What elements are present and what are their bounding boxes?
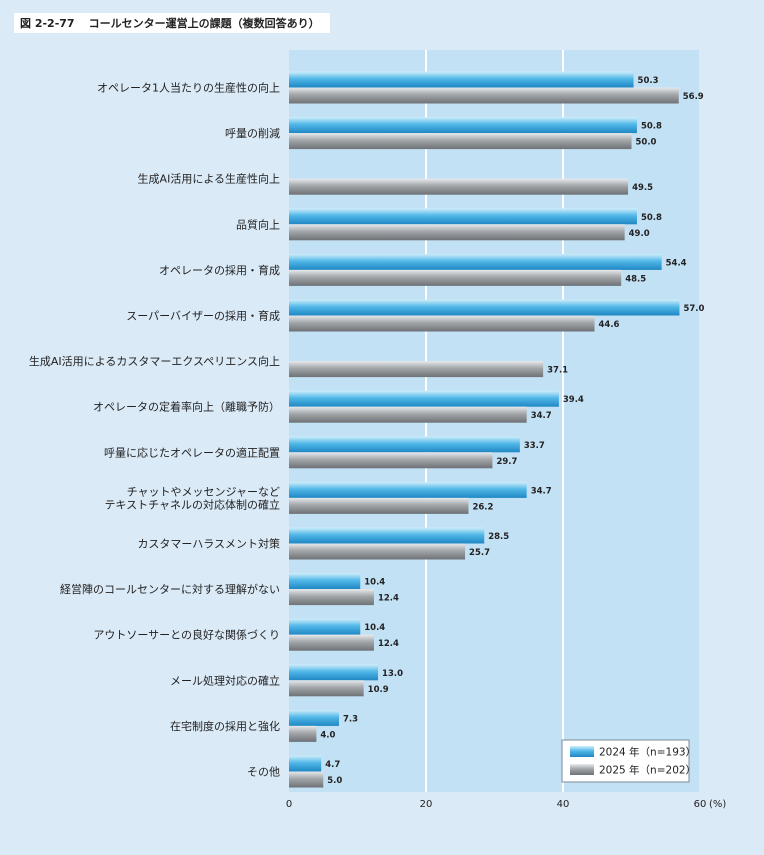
category-label: 呼量の削減 (225, 126, 280, 140)
data-label-2025: 12.4 (378, 594, 399, 604)
bars (289, 71, 680, 788)
bar-2024 (289, 527, 485, 544)
legend-swatch-2024 (570, 746, 594, 757)
bar-2024 (289, 390, 559, 407)
legend-swatch-2025 (570, 764, 594, 775)
data-label-2025: 10.9 (368, 685, 389, 695)
category-label: カスタマーハラスメント対策 (137, 537, 280, 551)
bar-2025 (289, 133, 632, 150)
category-label: その他 (247, 766, 280, 779)
data-label-2025: 5.0 (327, 776, 342, 786)
data-label-2025: 4.0 (320, 730, 335, 740)
category-label: スーパーバイザーの採用・育成 (126, 309, 280, 323)
legend-label: 2025 年（n=202） (599, 764, 696, 777)
category-label: オペレータの採用・育成 (159, 263, 280, 277)
bar-2024 (289, 71, 634, 88)
value-labels: 50.3 56.9 50.8 50.0 49.5 50.8 49.0 54.4 48.5 57.0… (320, 76, 704, 786)
data-label-2024: 54.4 (666, 258, 687, 268)
data-label-2024: 39.4 (563, 395, 584, 405)
data-label-2024: 50.8 (641, 213, 662, 223)
data-label-2024: 7.3 (343, 714, 358, 724)
legend: 2024 年（n=193） 2025 年（n=202） (561, 739, 696, 783)
bar-2024 (289, 481, 527, 498)
bar-2025 (289, 680, 364, 697)
category-labels: オペレータ1人当たりの生産性の向上呼量の削減生成AI活用による生産性向上品質向上… (29, 81, 280, 779)
bar-2025 (289, 87, 679, 104)
category-label: チャットやメッセンジャーなど (127, 485, 280, 498)
bar-2025 (289, 178, 629, 195)
bar-2025 (289, 315, 595, 332)
x-axis-ticks: 0 20 40 60 (%) (286, 799, 727, 810)
data-label-2024: 4.7 (325, 760, 340, 770)
category-label: テキストチャネルの対応体制の確立 (104, 497, 280, 511)
x-tick-label: 60 (694, 799, 707, 810)
category-label: 呼量に応じたオペレータの適正配置 (104, 445, 280, 459)
bar-2024 (289, 208, 637, 225)
figure-title-text: コールセンター運営上の課題（複数回答あり） (88, 17, 320, 30)
data-label-2025: 48.5 (625, 274, 646, 284)
category-label: オペレータの定着率向上（離職予防） (93, 400, 280, 414)
data-label-2024: 50.8 (641, 122, 662, 132)
category-label: 経営陣のコールセンターに対する理解がない (60, 582, 280, 596)
bar-2025 (289, 406, 527, 423)
x-tick-label: 40 (557, 799, 570, 810)
data-label-2024: 50.3 (638, 76, 659, 86)
bar-2024 (289, 709, 339, 726)
data-label-2024: 34.7 (531, 486, 552, 496)
figure-number: 図 2-2-77 (20, 17, 75, 30)
x-tick-label: 0 (286, 799, 292, 810)
category-label: メール処理対応の確立 (170, 673, 280, 687)
data-label-2025: 12.4 (378, 639, 399, 649)
category-label: オペレータ1人当たりの生産性の向上 (97, 81, 280, 95)
data-label-2024: 28.5 (488, 532, 509, 542)
data-label-2024: 33.7 (524, 441, 545, 451)
data-label-2024: 57.0 (683, 304, 704, 314)
data-label-2025: 29.7 (496, 457, 517, 467)
data-label-2025: 26.2 (472, 502, 493, 512)
data-label-2024: 10.4 (364, 578, 385, 588)
data-label-2025: 49.0 (629, 229, 650, 239)
data-label-2025: 44.6 (599, 320, 620, 330)
category-label: 在宅制度の採用と強化 (170, 719, 280, 733)
bar-2025 (289, 589, 374, 606)
data-label-2025: 37.1 (547, 366, 568, 376)
data-label-2025: 49.5 (632, 183, 653, 193)
bar-2025 (289, 543, 466, 560)
bar-2024 (289, 573, 361, 590)
bar-2024 (289, 436, 520, 453)
bar-2025 (289, 771, 324, 788)
data-label-2025: 34.7 (531, 411, 552, 421)
bar-2024 (289, 253, 662, 270)
bar-2025 (289, 634, 374, 651)
data-label-2025: 56.9 (683, 92, 704, 102)
bar-2025 (289, 452, 493, 469)
x-unit-label: (%) (709, 799, 726, 810)
category-label: アウトソーサーとの良好な関係づくり (93, 628, 280, 642)
category-label: 生成AI活用による生産性向上 (138, 172, 280, 186)
data-label-2024: 13.0 (382, 669, 403, 679)
bar-2025 (289, 361, 544, 378)
bar-2025 (289, 725, 317, 742)
data-label-2024: 10.4 (364, 623, 385, 633)
bar-2025 (289, 269, 622, 286)
bar-2025 (289, 224, 625, 241)
figure-title: 図 2-2-77 コールセンター運営上の課題（複数回答あり） (14, 13, 330, 33)
category-label: 品質向上 (236, 217, 280, 231)
data-label-2025: 25.7 (469, 548, 490, 558)
bar-2025 (289, 497, 469, 514)
bar-2024 (289, 117, 637, 134)
bar-2024 (289, 664, 379, 681)
data-label-2025: 50.0 (636, 138, 657, 148)
bar-2024 (289, 299, 680, 316)
bar-2024 (289, 618, 361, 635)
legend-label: 2024 年（n=193） (599, 746, 696, 759)
bar-2024 (289, 755, 322, 772)
x-tick-label: 20 (420, 799, 433, 810)
category-label: 生成AI活用によるカスタマーエクスペリエンス向上 (29, 354, 280, 368)
